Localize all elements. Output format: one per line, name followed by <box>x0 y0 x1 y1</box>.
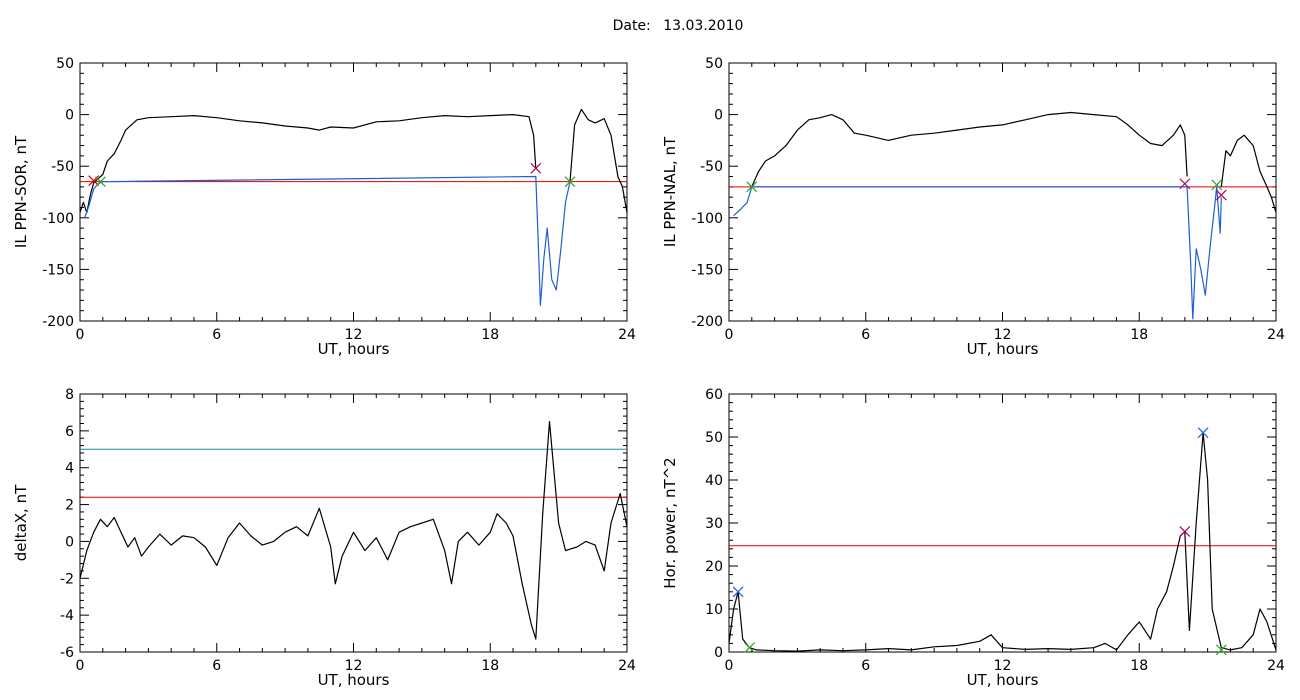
y-tick-label: -200 <box>691 314 723 330</box>
y-tick-label: 40 <box>705 473 723 489</box>
x-tick-label: 18 <box>1130 658 1148 674</box>
x-tick-label: 0 <box>725 327 734 343</box>
event-marker <box>530 162 542 174</box>
y-tick-label: 20 <box>705 559 723 575</box>
y-tick-label: 0 <box>714 108 723 124</box>
event-marker <box>732 586 744 598</box>
y-tick-label: -150 <box>42 262 74 278</box>
x-tick-label: 0 <box>76 327 85 343</box>
x-tick-label: 24 <box>618 327 636 343</box>
event-marker <box>744 642 755 654</box>
series-line <box>733 186 1222 320</box>
event-marker <box>1215 189 1227 201</box>
event-marker <box>746 181 758 193</box>
y-tick-label: 0 <box>65 108 74 124</box>
y-tick-label: 4 <box>65 461 74 477</box>
plot-frame <box>79 393 628 653</box>
y-axis-label: Hor. power, nT^2 <box>661 457 679 588</box>
series-line <box>79 114 537 214</box>
y-tick-label: -50 <box>51 159 74 175</box>
y-tick-label: 0 <box>65 534 74 550</box>
y-axis-label: IL PPN-NAL, nT <box>661 136 679 247</box>
series-line <box>84 175 571 307</box>
chart-panel: 0 6 12 18 24 60 50 40 30 20 10 0 UT, hours Hor. power… <box>661 387 1285 689</box>
x-tick-label: 12 <box>994 327 1012 343</box>
series-line <box>1220 134 1277 213</box>
x-tick-label: 12 <box>994 658 1012 674</box>
plot-frame <box>79 62 628 322</box>
event-marker <box>95 176 106 188</box>
y-tick-label: -50 <box>700 159 723 175</box>
y-tick-label: 6 <box>65 424 74 440</box>
series-line <box>751 111 1188 188</box>
y-tick-label: 30 <box>705 516 723 532</box>
y-tick-label: -100 <box>691 211 723 227</box>
y-tick-label: -4 <box>60 608 74 624</box>
x-tick-label: 6 <box>212 658 221 674</box>
x-axis-label: UT, hours <box>967 671 1039 689</box>
y-tick-label: -150 <box>691 262 723 278</box>
y-tick-label: 50 <box>56 56 74 72</box>
y-tick-label: 10 <box>705 602 723 618</box>
event-marker <box>564 176 576 188</box>
event-marker <box>1179 526 1191 538</box>
y-tick-label: 50 <box>705 430 723 446</box>
y-tick-label: -100 <box>42 211 74 227</box>
x-tick-label: 18 <box>481 327 499 343</box>
x-tick-label: 0 <box>76 658 85 674</box>
plot-frame <box>728 393 1277 653</box>
y-tick-label: 50 <box>705 56 723 72</box>
x-axis-label: UT, hours <box>318 671 390 689</box>
event-marker <box>1197 427 1209 439</box>
x-tick-label: 6 <box>861 327 870 343</box>
event-marker <box>1211 179 1223 191</box>
y-tick-label: 60 <box>705 387 723 403</box>
date-label: Date: <box>612 18 651 34</box>
y-tick-label: -200 <box>42 314 74 330</box>
series-line <box>79 421 628 640</box>
chart-panel: 0 6 12 18 24 50 0 -50 -100 -150 -200 UT, hours IL PP… <box>12 56 636 358</box>
event-marker <box>1215 644 1227 656</box>
y-tick-label: -2 <box>60 571 74 587</box>
x-tick-label: 24 <box>1267 658 1285 674</box>
x-tick-label: 18 <box>1130 327 1148 343</box>
y-tick-label: 8 <box>65 387 74 403</box>
y-axis-label: deltaX, nT <box>12 484 30 561</box>
plot-frame <box>728 62 1277 322</box>
x-tick-label: 6 <box>861 658 870 674</box>
x-tick-label: 12 <box>345 327 363 343</box>
series-line <box>728 432 1277 652</box>
x-tick-label: 0 <box>725 658 734 674</box>
y-tick-label: -6 <box>60 645 74 661</box>
event-marker <box>1179 178 1191 190</box>
series-line <box>569 108 628 213</box>
y-tick-label: 2 <box>65 498 74 514</box>
x-tick-label: 12 <box>345 658 363 674</box>
x-axis-label: UT, hours <box>967 340 1039 358</box>
x-tick-label: 6 <box>212 327 221 343</box>
chart-panel: 0 6 12 18 24 8 6 4 2 0 -2 -4 -6 UT, hours deltaX, nT <box>12 387 636 689</box>
chart-panel: 0 6 12 18 24 50 0 -50 -100 -150 -200 UT, hours IL PP… <box>661 56 1285 358</box>
x-tick-label: 24 <box>618 658 636 674</box>
x-tick-label: 24 <box>1267 327 1285 343</box>
chart-date-header: Date: 13.03.2010 <box>0 18 1300 34</box>
event-marker <box>88 175 100 187</box>
date-value: 13.03.2010 <box>663 18 744 34</box>
x-tick-label: 18 <box>481 658 499 674</box>
y-tick-label: 0 <box>714 645 723 661</box>
x-axis-label: UT, hours <box>318 340 390 358</box>
y-axis-label: IL PPN-SOR, nT <box>12 135 30 248</box>
